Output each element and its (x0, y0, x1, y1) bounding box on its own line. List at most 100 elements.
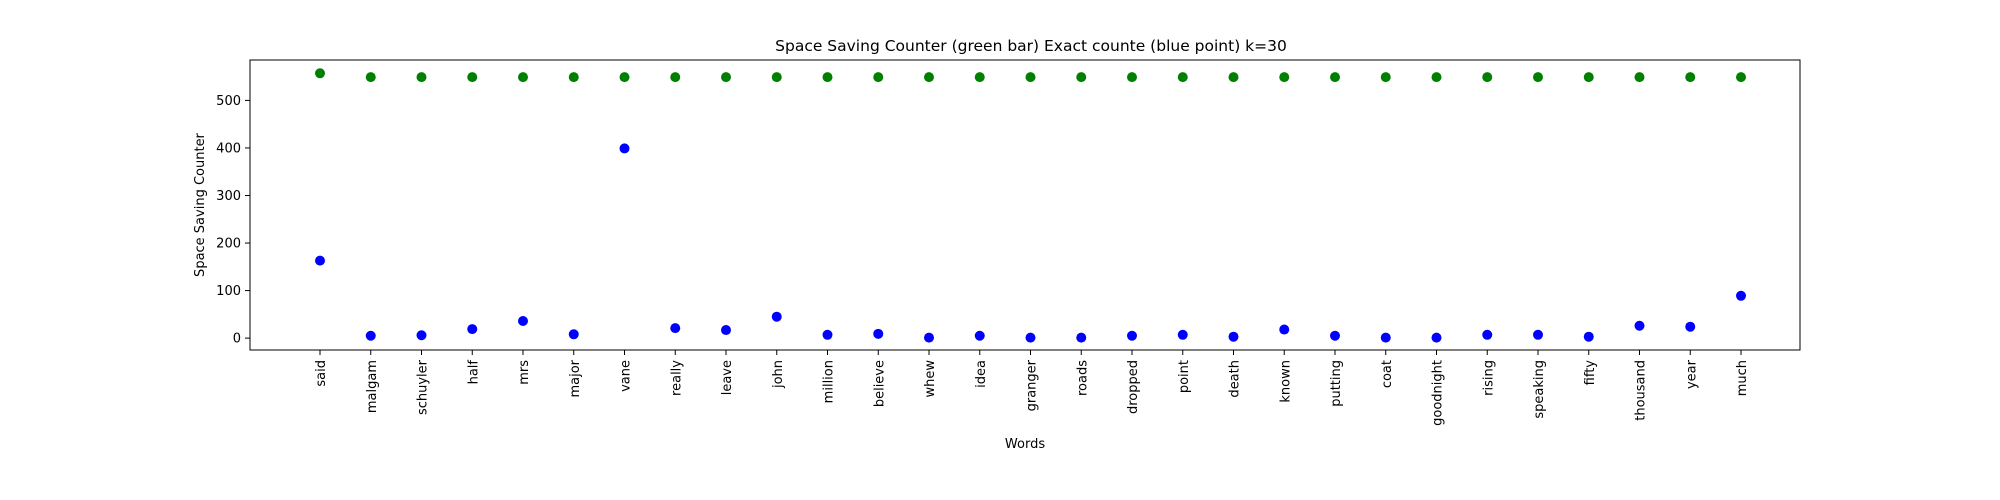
space-saving-point (1076, 72, 1087, 83)
exact-count-point (467, 324, 478, 335)
y-tick-label: 100 (216, 284, 241, 299)
exact-count-point (1533, 329, 1543, 340)
x-tick-label: said (314, 360, 329, 387)
space-saving-point (518, 72, 528, 83)
space-saving-point (1279, 72, 1290, 83)
x-tick-label: point (1177, 360, 1192, 393)
exact-count-point (1685, 321, 1696, 332)
space-saving-point (1380, 72, 1391, 83)
y-tick-label: 500 (216, 94, 241, 109)
plot-marks (315, 68, 1746, 343)
x-tick-label: believe (872, 360, 887, 407)
space-saving-point (467, 72, 478, 83)
x-tick-label: half (466, 360, 481, 385)
exact-count-point (1228, 331, 1239, 342)
space-saving-point (1583, 72, 1594, 83)
exact-count-point (771, 311, 782, 322)
y-axis: 0 100 200 300 400 500 (216, 94, 250, 347)
exact-count-point (1127, 330, 1137, 341)
space-saving-point (1228, 72, 1239, 83)
x-tick-label: granger (1025, 359, 1040, 411)
exact-count-point (873, 328, 884, 339)
x-tick-label: mrs (517, 360, 532, 385)
x-tick-label: really (669, 360, 684, 396)
x-tick-label: speaking (1532, 360, 1547, 419)
y-tick-label: 400 (216, 141, 241, 156)
x-tick-label: vane (619, 360, 634, 392)
x-tick-label: million (822, 360, 837, 403)
exact-count-point (568, 329, 579, 340)
x-tick-label: schuyler (416, 359, 431, 415)
space-saving-point (771, 72, 782, 83)
space-saving-point (1025, 72, 1036, 83)
space-saving-point (1634, 72, 1645, 83)
space-saving-point (1736, 72, 1746, 83)
exact-count-point (1431, 332, 1442, 343)
space-saving-point (1685, 72, 1696, 83)
x-tick-label: leave (720, 360, 735, 395)
y-axis-title: Space Saving Counter (193, 132, 208, 276)
exact-count-point (619, 143, 630, 154)
exact-count-point (1634, 320, 1645, 331)
y-tick-label: 0 (233, 332, 241, 347)
exact-count-point (924, 332, 934, 343)
space-saving-point (1127, 72, 1137, 83)
space-saving-point (416, 72, 427, 83)
exact-count-point (1330, 330, 1340, 341)
exact-count-point (1076, 332, 1087, 343)
y-tick-label: 300 (216, 189, 241, 204)
x-tick-label: idea (974, 360, 989, 388)
x-tick-label: thousand (1634, 360, 1649, 421)
x-tick-label: rising (1481, 360, 1496, 396)
space-saving-point (315, 68, 325, 79)
space-saving-point (1330, 72, 1340, 83)
x-tick-label: whew (923, 360, 938, 398)
x-tick-label: major (568, 359, 583, 397)
exact-count-point (974, 330, 985, 341)
space-saving-point (873, 72, 884, 83)
x-tick-label: year (1684, 359, 1699, 389)
exact-count-point (416, 330, 427, 341)
space-saving-point (822, 72, 833, 83)
space-saving-point (924, 72, 934, 83)
x-tick-label: fifty (1583, 360, 1598, 386)
x-tick-label: malgam (365, 360, 380, 413)
exact-count-point (518, 316, 528, 326)
space-saving-point (1177, 72, 1188, 83)
exact-count-point (822, 329, 833, 340)
x-tick-label: known (1278, 360, 1293, 403)
exact-count-point (1177, 329, 1188, 340)
x-tick-label: john (771, 360, 786, 389)
y-tick-label: 200 (216, 237, 241, 252)
x-tick-label: coat (1380, 360, 1395, 388)
space-saving-point (721, 72, 731, 83)
space-saving-point (670, 72, 681, 83)
exact-count-point (670, 323, 681, 334)
exact-count-point (1380, 332, 1391, 343)
exact-count-point (721, 325, 731, 336)
space-saving-point (365, 72, 376, 83)
x-tick-label: death (1228, 360, 1243, 398)
x-axis-title: Words (1005, 437, 1045, 452)
exact-count-point (1025, 332, 1036, 343)
x-axis: said malgam schuyler half mrs major vane really… (314, 350, 1750, 426)
chart-title: Space Saving Counter (green bar) Exact c… (775, 37, 1287, 55)
space-saving-point (1431, 72, 1442, 83)
space-saving-point (1482, 72, 1493, 83)
exact-count-point (1583, 331, 1594, 342)
plot-frame (249, 59, 1801, 351)
x-tick-label: much (1735, 360, 1750, 396)
exact-count-point (1279, 324, 1290, 335)
exact-count-point (365, 330, 376, 341)
exact-count-point (315, 255, 325, 266)
x-tick-label: putting (1329, 360, 1344, 407)
space-saving-point (619, 72, 630, 83)
exact-count-point (1482, 329, 1493, 340)
exact-count-point (1736, 290, 1746, 301)
x-tick-label: dropped (1126, 360, 1141, 414)
space-saving-point (568, 72, 579, 83)
space-saving-point (974, 72, 985, 83)
x-tick-label: goodnight (1431, 360, 1446, 426)
space-saving-point (1533, 72, 1543, 83)
